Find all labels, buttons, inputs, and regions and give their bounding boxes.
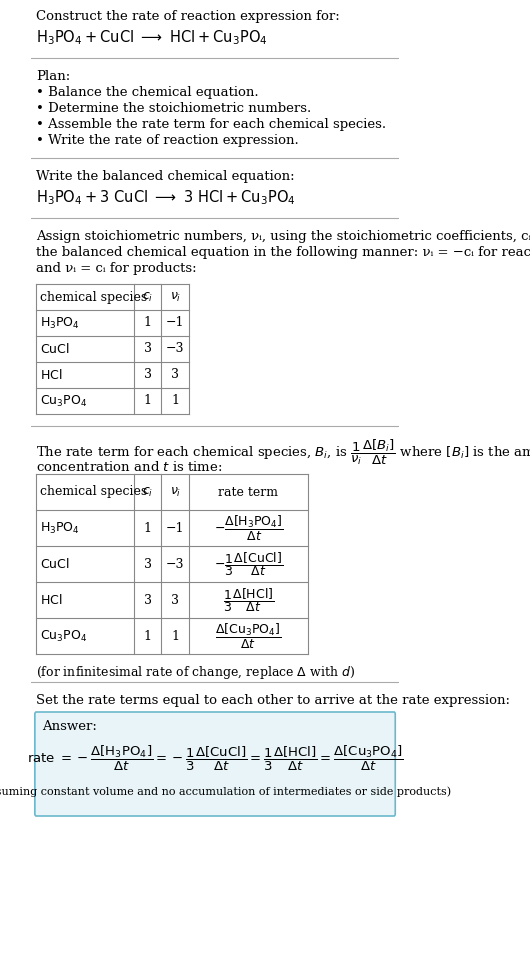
Text: 1: 1 xyxy=(144,521,152,535)
Text: −1: −1 xyxy=(166,317,184,329)
Text: $\mathrm{H_3PO_4}$: $\mathrm{H_3PO_4}$ xyxy=(40,520,80,536)
Text: $\mathrm{Cu_3PO_4}$: $\mathrm{Cu_3PO_4}$ xyxy=(40,393,87,408)
Text: 1: 1 xyxy=(144,629,152,643)
Text: • Write the rate of reaction expression.: • Write the rate of reaction expression. xyxy=(36,134,299,147)
Text: $\mathrm{CuCl}$: $\mathrm{CuCl}$ xyxy=(40,342,69,356)
Text: $\mathrm{HCl}$: $\mathrm{HCl}$ xyxy=(40,368,62,382)
Text: chemical species: chemical species xyxy=(40,485,147,499)
Text: $\mathrm{H_3PO_4 + 3 \ CuCl \ \longrightarrow \ 3 \ HCl + Cu_3PO_4}$: $\mathrm{H_3PO_4 + 3 \ CuCl \ \longright… xyxy=(36,188,296,206)
Text: Plan:: Plan: xyxy=(36,70,70,83)
Text: $c_i$: $c_i$ xyxy=(142,290,153,304)
Text: rate term: rate term xyxy=(218,485,278,499)
Text: 3: 3 xyxy=(144,343,152,356)
Text: $\dfrac{1}{3}\dfrac{\Delta[\mathrm{HCl}]}{\Delta t}$: $\dfrac{1}{3}\dfrac{\Delta[\mathrm{HCl}]… xyxy=(223,586,274,614)
Text: −1: −1 xyxy=(166,521,184,535)
Text: 3: 3 xyxy=(171,368,179,382)
Text: 1: 1 xyxy=(144,394,152,407)
Text: $\mathrm{Cu_3PO_4}$: $\mathrm{Cu_3PO_4}$ xyxy=(40,628,87,644)
Text: (assuming constant volume and no accumulation of intermediates or side products): (assuming constant volume and no accumul… xyxy=(0,787,451,798)
Text: • Balance the chemical equation.: • Balance the chemical equation. xyxy=(36,86,259,99)
Text: chemical species: chemical species xyxy=(40,290,147,304)
Text: $-\dfrac{1}{3}\dfrac{\Delta[\mathrm{CuCl}]}{\Delta t}$: $-\dfrac{1}{3}\dfrac{\Delta[\mathrm{CuCl… xyxy=(214,550,283,578)
Text: Construct the rate of reaction expression for:: Construct the rate of reaction expressio… xyxy=(36,10,340,23)
Text: 1: 1 xyxy=(171,629,179,643)
Text: $\nu_i$: $\nu_i$ xyxy=(170,485,181,499)
Text: (for infinitesimal rate of change, replace $\Delta$ with $d$): (for infinitesimal rate of change, repla… xyxy=(36,664,355,681)
Text: 3: 3 xyxy=(144,368,152,382)
Text: $c_i$: $c_i$ xyxy=(142,485,153,499)
Text: • Assemble the rate term for each chemical species.: • Assemble the rate term for each chemic… xyxy=(36,118,386,131)
Text: Set the rate terms equal to each other to arrive at the rate expression:: Set the rate terms equal to each other t… xyxy=(36,694,510,707)
Text: 1: 1 xyxy=(144,317,152,329)
Text: rate $= -\dfrac{\Delta[\mathrm{H_3PO_4}]}{\Delta t} = -\dfrac{1}{3}\dfrac{\Delta: rate $= -\dfrac{\Delta[\mathrm{H_3PO_4}]… xyxy=(26,743,403,772)
Text: concentration and $t$ is time:: concentration and $t$ is time: xyxy=(36,460,223,474)
Text: $\dfrac{\Delta[\mathrm{Cu_3PO_4}]}{\Delta t}$: $\dfrac{\Delta[\mathrm{Cu_3PO_4}]}{\Delt… xyxy=(215,621,281,651)
Text: 3: 3 xyxy=(171,593,179,607)
Text: • Determine the stoichiometric numbers.: • Determine the stoichiometric numbers. xyxy=(36,102,312,115)
Text: $\mathrm{H_3PO_4}$: $\mathrm{H_3PO_4}$ xyxy=(40,316,80,330)
Text: $\mathrm{CuCl}$: $\mathrm{CuCl}$ xyxy=(40,557,69,571)
Text: −3: −3 xyxy=(166,343,184,356)
Text: 3: 3 xyxy=(144,593,152,607)
Text: and νᵢ = cᵢ for products:: and νᵢ = cᵢ for products: xyxy=(36,262,197,275)
Text: $\mathrm{H_3PO_4 + CuCl \ \longrightarrow \ HCl + Cu_3PO_4}$: $\mathrm{H_3PO_4 + CuCl \ \longrightarro… xyxy=(36,28,268,47)
Text: $-\dfrac{\Delta[\mathrm{H_3PO_4}]}{\Delta t}$: $-\dfrac{\Delta[\mathrm{H_3PO_4}]}{\Delt… xyxy=(214,513,283,543)
Text: $\mathrm{HCl}$: $\mathrm{HCl}$ xyxy=(40,593,62,607)
Text: 3: 3 xyxy=(144,557,152,571)
Text: the balanced chemical equation in the following manner: νᵢ = −cᵢ for reactants: the balanced chemical equation in the fo… xyxy=(36,246,530,259)
Text: The rate term for each chemical species, $B_i$, is $\dfrac{1}{\nu_i}\dfrac{\Delt: The rate term for each chemical species,… xyxy=(36,438,530,468)
FancyBboxPatch shape xyxy=(35,712,395,816)
Text: Write the balanced chemical equation:: Write the balanced chemical equation: xyxy=(36,170,295,183)
Text: 1: 1 xyxy=(171,394,179,407)
Text: $\nu_i$: $\nu_i$ xyxy=(170,290,181,304)
Text: Assign stoichiometric numbers, νᵢ, using the stoichiometric coefficients, cᵢ, fr: Assign stoichiometric numbers, νᵢ, using… xyxy=(36,230,530,243)
Text: −3: −3 xyxy=(166,557,184,571)
Text: Answer:: Answer: xyxy=(42,720,96,733)
